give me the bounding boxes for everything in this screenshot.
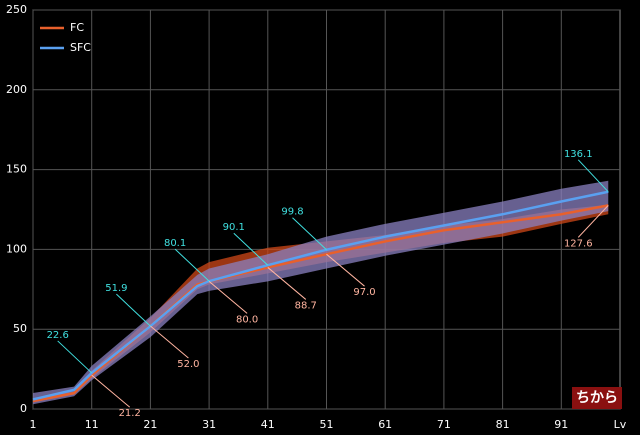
value-label: 136.1: [564, 149, 593, 160]
value-label: 97.0: [353, 287, 375, 298]
value-label: 52.0: [177, 359, 199, 370]
value-label: 88.7: [295, 300, 317, 311]
range-band: [33, 180, 609, 405]
callout-line: [577, 205, 609, 238]
callout-line: [577, 159, 609, 193]
value-label: 127.6: [564, 238, 593, 249]
badge-box: [572, 387, 622, 409]
x-tick-label: 41: [261, 418, 275, 431]
value-label: 51.9: [105, 283, 127, 294]
badge: ちから: [576, 390, 618, 406]
callout-line: [174, 248, 210, 282]
x-tick-label: 31: [202, 418, 216, 431]
callout-line: [57, 340, 93, 374]
y-tick-label: 100: [6, 242, 27, 255]
x-tick-label: 21: [143, 418, 157, 431]
x-axis-label: Lv: [614, 418, 627, 431]
x-tick-label: 1: [30, 418, 37, 431]
y-tick-label: 150: [6, 163, 27, 176]
x-tick-label: 71: [437, 418, 451, 431]
value-label: 21.2: [119, 408, 141, 419]
y-tick-label: 0: [20, 402, 27, 415]
callout-line: [267, 267, 307, 300]
callout-line: [292, 217, 327, 251]
x-tick-label: 11: [85, 418, 99, 431]
value-label: 99.8: [281, 207, 303, 218]
legend-label: SFC: [70, 41, 91, 54]
callout-line: [116, 293, 151, 327]
callout-line: [233, 232, 269, 266]
callout-line: [150, 325, 189, 359]
y-tick-label: 250: [6, 3, 27, 16]
value-label: 80.1: [164, 238, 186, 249]
value-label: 90.1: [223, 222, 245, 233]
callout-line: [208, 280, 248, 314]
value-label: 22.6: [47, 330, 69, 341]
legend-label: FC: [70, 21, 84, 34]
x-tick-label: 51: [320, 418, 334, 431]
value-label: 80.0: [236, 314, 258, 325]
y-tick-label: 50: [13, 322, 27, 335]
x-tick-label: 91: [554, 418, 568, 431]
x-tick-label: 81: [496, 418, 510, 431]
callout-line: [91, 374, 131, 408]
x-tick-label: 61: [378, 418, 392, 431]
y-tick-label: 200: [6, 83, 27, 96]
callout-line: [326, 253, 365, 287]
